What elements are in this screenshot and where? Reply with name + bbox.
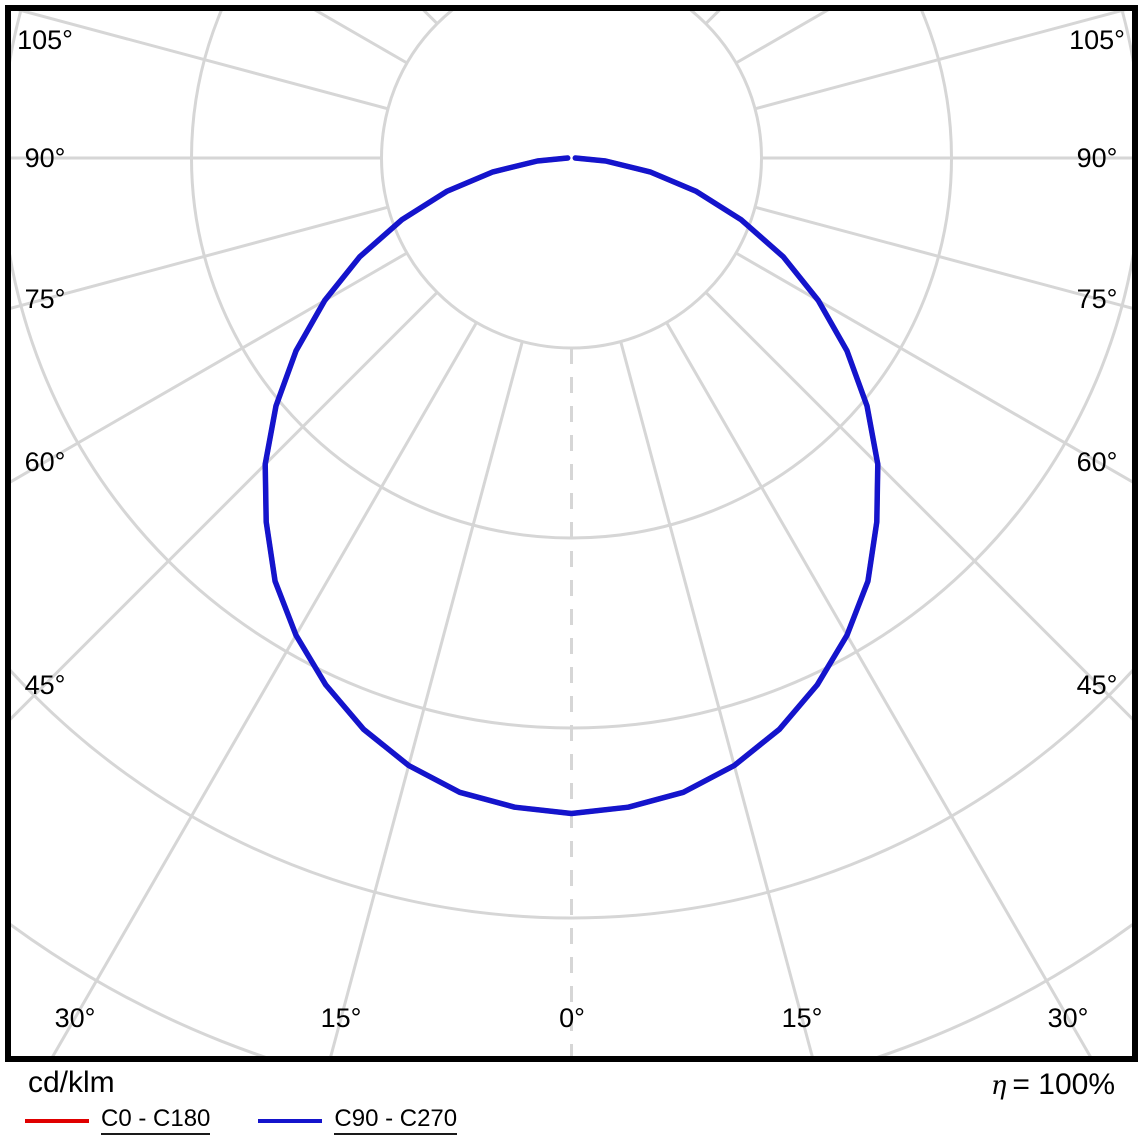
legend-label-c0: C0 - C180 (101, 1105, 211, 1136)
legend-item-c90-c270: C90 - C270 (258, 1105, 458, 1136)
grid-spoke--105 (17, 11, 389, 111)
angle-label-75-left: 75° (25, 284, 66, 314)
angle-label-45-left: 45° (25, 670, 66, 700)
grid-spoke-75 (754, 205, 1132, 310)
unit-label: cd/klm (28, 1066, 115, 1099)
legend-color-line-c90 (258, 1118, 323, 1123)
angle-label-105-left: 105° (17, 25, 73, 55)
angle-label-15-right: 15° (782, 1003, 823, 1033)
legend-color-line-c0 (25, 1118, 89, 1123)
polar-diagram: 0° 15° 15° 30° 30° 45° 45° 60° 60° 75° 75° 90° 90° 10… (5, 5, 1138, 1062)
legend-item-c0-c180: C0 - C180 (25, 1105, 211, 1136)
grid-spoke--45 (11, 291, 439, 721)
grid-ring-400 (11, 668, 1132, 920)
angle-label-0: 0° (559, 1003, 585, 1033)
eta-symbol: η (990, 1071, 1007, 1101)
angle-label-30-right: 30° (1048, 1003, 1089, 1033)
angle-labels: 0° 15° 15° 30° 30° 45° 45° 60° 60° 75° 75° 90° 90° 10… (17, 25, 1125, 1033)
legend: C0 - C180 C90 - C270 (25, 1105, 458, 1136)
grid-ring-200 (190, 11, 953, 540)
angle-label-75-right: 75° (1077, 284, 1118, 314)
grid-spoke-30 (665, 321, 1092, 1056)
grid-spoke--15 (329, 341, 524, 1056)
grid-spoke--30 (51, 321, 478, 1056)
grid-spoke--75 (11, 205, 389, 310)
curve-c90-c270 (262, 155, 881, 817)
efficiency-label: η = 100% (991, 1068, 1115, 1102)
angle-label-105-right: 105° (1069, 25, 1125, 55)
angle-label-90-left: 90° (25, 143, 66, 173)
eta-value: = 100% (1012, 1068, 1115, 1101)
grid-spoke--60 (11, 251, 408, 484)
plot-border (5, 5, 1138, 1062)
grid-spoke-15 (619, 341, 814, 1056)
legend-label-c90: C90 - C270 (334, 1105, 458, 1136)
angle-label-60-left: 60° (25, 447, 66, 477)
grid-spoke-105 (754, 11, 1126, 111)
polar-grid (11, 11, 1132, 1056)
angle-label-15-left: 15° (321, 1003, 362, 1033)
angle-label-30-left: 30° (55, 1003, 96, 1033)
chart-footer: cd/klm η = 100% C0 - C180 C90 - C270 (0, 1062, 1143, 1143)
angle-label-45-right: 45° (1077, 670, 1118, 700)
grid-spoke-45 (704, 291, 1132, 721)
grid-ring-100 (380, 11, 763, 350)
polar-chart-svg: 0° 15° 15° 30° 30° 45° 45° 60° 60° 75° 75° 90° 90° 10… (5, 5, 1138, 1062)
grid-spoke-60 (735, 251, 1132, 484)
angle-label-90-right: 90° (1077, 143, 1118, 173)
angle-label-60-right: 60° (1077, 447, 1118, 477)
